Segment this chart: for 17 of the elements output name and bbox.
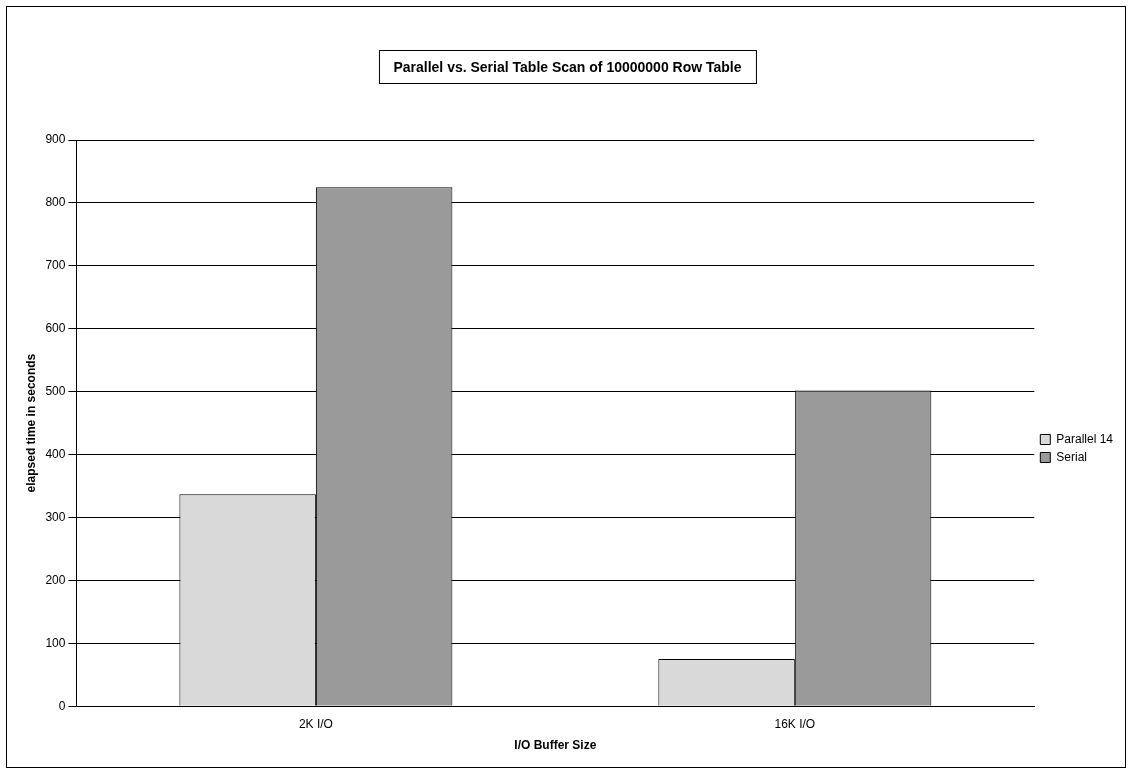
y-tick-label: 900 bbox=[45, 132, 66, 147]
y-tick-label: 700 bbox=[45, 258, 66, 273]
y-tick-label: 600 bbox=[45, 321, 66, 336]
x-tick-label: 2K I/O bbox=[298, 716, 333, 731]
y-tick-label: 400 bbox=[45, 446, 66, 461]
legend-label: Parallel 14 bbox=[1056, 431, 1114, 446]
y-tick-label: 300 bbox=[45, 509, 66, 524]
x-tick-label: 16K I/O bbox=[774, 716, 816, 731]
x-axis-title: I/O Buffer Size bbox=[514, 738, 597, 753]
y-tick-label: 500 bbox=[45, 383, 66, 398]
legend-label: Serial bbox=[1056, 449, 1087, 464]
y-tick-label: 100 bbox=[45, 635, 66, 650]
y-tick-label: 800 bbox=[45, 195, 66, 210]
y-axis-title: elapsed time in seconds bbox=[23, 353, 38, 493]
y-tick-label: 200 bbox=[45, 572, 66, 587]
chart-title: Parallel vs. Serial Table Scan of 10000000 Row Table bbox=[378, 50, 757, 84]
y-tick-label: 0 bbox=[58, 698, 66, 713]
